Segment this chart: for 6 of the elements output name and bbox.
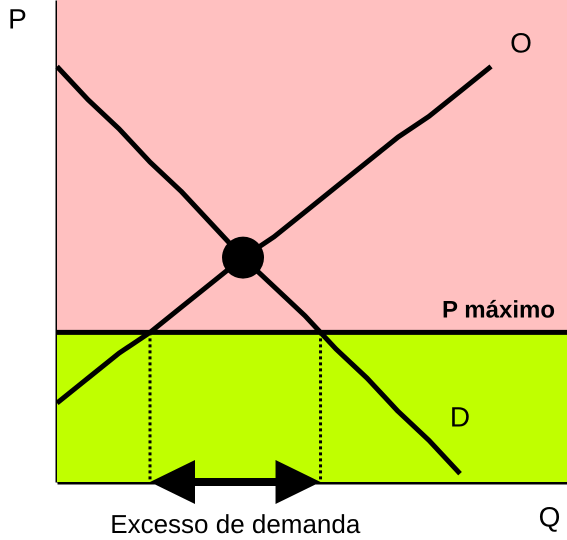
series-label: D <box>450 402 470 433</box>
series-label: O <box>510 27 532 58</box>
text: Excesso de demanda <box>110 509 361 539</box>
ref-line-label: P máximo <box>442 296 555 324</box>
x-axis-title: Q <box>538 502 560 532</box>
y-axis-title: P <box>8 4 27 34</box>
